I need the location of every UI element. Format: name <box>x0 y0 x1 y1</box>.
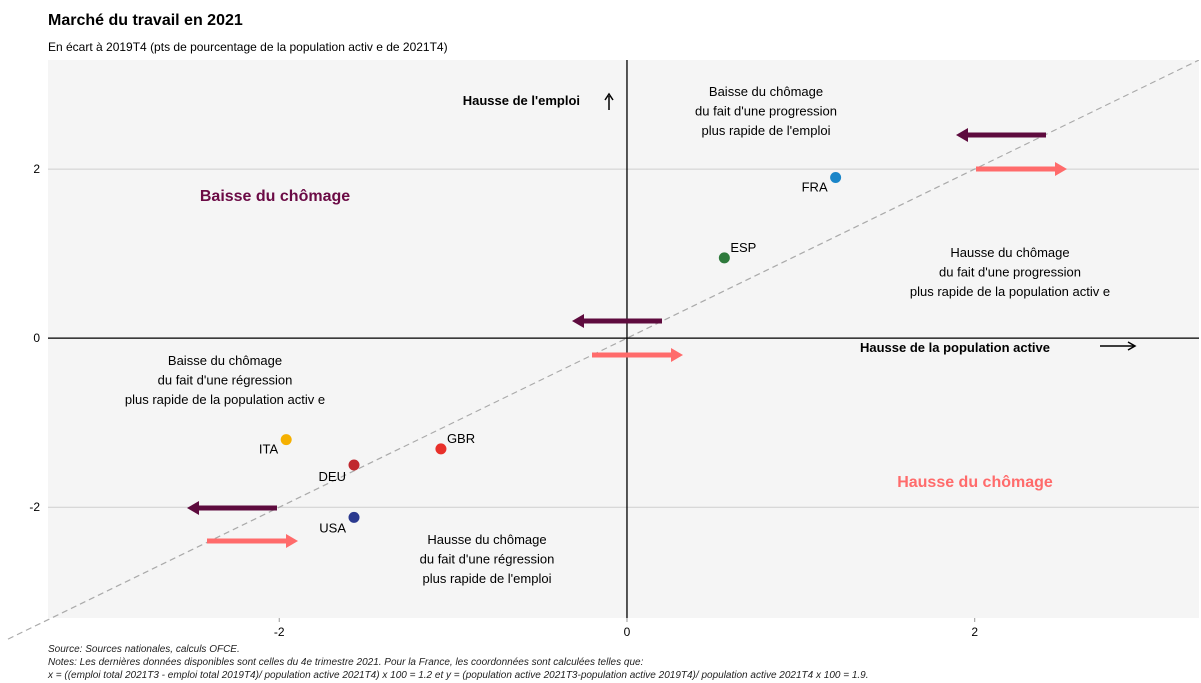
y-tick-label: 2 <box>33 162 40 176</box>
point-label: USA <box>319 520 346 535</box>
y-axis-arrow-head <box>604 92 614 101</box>
annotation: plus rapide de la population activ e <box>910 284 1110 299</box>
y-axis-label: Hausse de l'emploi <box>463 93 580 108</box>
annotation: Baisse du chômage <box>200 188 350 205</box>
arrow-head <box>187 501 199 515</box>
x-tick-label: -2 <box>274 625 285 639</box>
arrow-head <box>1055 162 1067 176</box>
arrow-head <box>286 534 298 548</box>
x-axis-arrow-head <box>1127 341 1137 351</box>
annotation: plus rapide de la population activ e <box>125 392 325 407</box>
point <box>435 443 447 455</box>
annotation: Baisse du chômage <box>709 84 823 99</box>
x-tick-label: 0 <box>624 625 631 639</box>
arrow-head <box>572 314 584 328</box>
point-label: FRA <box>802 180 828 195</box>
point-label: ITA <box>259 442 279 457</box>
annotation: plus rapide de l'emploi <box>702 123 831 138</box>
chart-title: Marché du travail en 2021 <box>48 12 243 29</box>
point <box>718 252 730 264</box>
x-tick-label: 2 <box>971 625 978 639</box>
arrow-head <box>956 128 968 142</box>
point <box>348 511 360 523</box>
point-label: DEU <box>319 469 346 484</box>
annotation: du fait d'une régression <box>158 373 293 388</box>
left-arrows <box>187 128 1046 515</box>
arrow-head <box>671 348 683 362</box>
point-label: ESP <box>730 240 756 255</box>
annotation: Hausse du chômage <box>950 245 1069 260</box>
point <box>280 434 292 446</box>
annotation: du fait d'une progression <box>939 265 1081 280</box>
point <box>830 172 842 184</box>
direction-arrows <box>187 128 1067 548</box>
point <box>348 459 360 471</box>
reference-line <box>7 60 1199 640</box>
annotation: plus rapide de l'emploi <box>423 571 552 586</box>
note-line: Notes: Les dernières données disponibles… <box>48 657 644 668</box>
annotation: Baisse du chômage <box>168 353 282 368</box>
x-axis-label: Hausse de la population active <box>860 340 1050 355</box>
right-arrows <box>207 162 1067 548</box>
chart-subtitle: En écart à 2019T4 (pts de pourcentage de… <box>48 40 448 54</box>
annotation: du fait d'une progression <box>695 104 837 119</box>
point-label: GBR <box>447 431 475 446</box>
annotation: du fait d'une régression <box>420 552 555 567</box>
annotation: Hausse du chômage <box>427 532 546 547</box>
annotation: Hausse du chômage <box>897 474 1053 491</box>
y-tick-label: 0 <box>33 331 40 345</box>
source: Source: Sources nationales, calculs OFCE… <box>48 644 240 655</box>
y-tick-label: -2 <box>29 500 40 514</box>
note-line: x = ((emploi total 2021T3 - emploi total… <box>47 670 869 681</box>
